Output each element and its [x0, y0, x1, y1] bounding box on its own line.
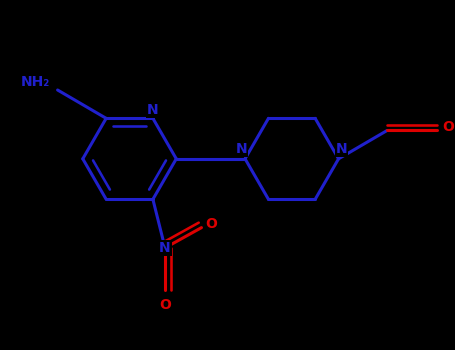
- Text: N: N: [147, 103, 159, 117]
- Text: N: N: [236, 142, 248, 156]
- Text: NH₂: NH₂: [21, 75, 51, 89]
- Text: O: O: [442, 120, 454, 134]
- Text: N: N: [336, 142, 348, 156]
- Text: O: O: [159, 298, 171, 312]
- Text: O: O: [205, 217, 217, 231]
- Text: N: N: [159, 241, 171, 255]
